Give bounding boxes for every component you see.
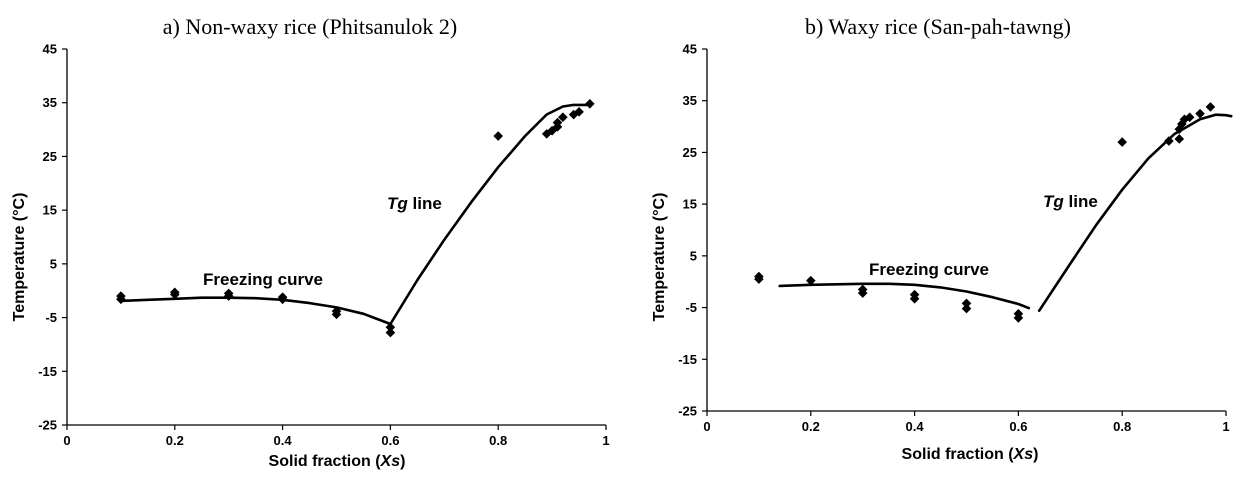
y-tick-label: 15 xyxy=(683,197,697,212)
chart-panel-b: b) Waxy rice (San-pah-tawng) 45 35 25 15 5 -5… xyxy=(651,14,1233,463)
y-tick-label: 5 xyxy=(690,248,697,263)
x-axis-label-close-b: ) xyxy=(1033,446,1038,463)
y-tick-labels-a: 45 35 25 15 5 -5 -15 -25 xyxy=(38,42,57,433)
tg-var-b: Tg xyxy=(1043,192,1064,211)
chart-title-b: b) Waxy rice (San-pah-tawng) xyxy=(805,14,1071,39)
x-axis-label-var-a: Xs xyxy=(380,453,401,470)
x-tick-label: 0.8 xyxy=(489,433,507,448)
x-axis-label-var-b: Xs xyxy=(1013,446,1034,463)
x-axis-label-main-b: Solid fraction ( xyxy=(902,446,1015,463)
x-axis-label-close-a: ) xyxy=(400,453,405,470)
x-tick-labels-a: 0 0.2 0.4 0.6 0.8 1 xyxy=(63,433,609,448)
x-tick-label: 0.8 xyxy=(1113,419,1131,434)
data-point xyxy=(1195,108,1205,119)
y-tick-label: 25 xyxy=(683,145,697,160)
y-axis-label-b: Temperature (°C) xyxy=(651,193,668,322)
data-point xyxy=(961,303,972,314)
data-point xyxy=(585,98,595,109)
x-tick-label: 0.2 xyxy=(802,419,820,434)
data-point xyxy=(558,112,568,123)
data-points-b xyxy=(754,102,1216,323)
data-point xyxy=(547,125,557,136)
data-point xyxy=(385,322,396,333)
x-tick-label: 0.6 xyxy=(1009,419,1027,434)
data-point xyxy=(1013,313,1024,323)
tg-line-label-b: Tg line xyxy=(1043,192,1098,211)
x-tick-labels-b: 0 0.2 0.4 0.6 0.8 1 xyxy=(703,419,1229,434)
data-point xyxy=(170,289,180,300)
data-point xyxy=(1205,102,1216,112)
y-tick-label: -25 xyxy=(678,404,697,419)
y-tick-label: 45 xyxy=(683,42,697,57)
y-tick-label: -5 xyxy=(45,310,57,325)
freezing-curve-label-a: Freezing curve xyxy=(203,270,323,289)
data-point xyxy=(493,131,503,141)
fit-curves-b xyxy=(778,113,1233,313)
y-tick-label: -5 xyxy=(685,300,697,315)
data-point xyxy=(857,288,868,298)
data-point xyxy=(574,107,584,117)
x-tick-label: 0 xyxy=(63,433,70,448)
y-tick-label: 15 xyxy=(43,203,57,218)
y-tick-label: 45 xyxy=(43,42,57,57)
axes-a xyxy=(62,48,607,430)
x-tick-label: 0.4 xyxy=(274,433,293,448)
x-axis-label-a: Solid fraction (Xs) xyxy=(269,453,406,470)
data-point xyxy=(331,309,342,320)
data-point xyxy=(909,293,920,304)
chart-title-a: a) Non-waxy rice (Phitsanulok 2) xyxy=(163,14,457,39)
y-tick-label: -25 xyxy=(38,418,57,433)
x-tick-label: 0.6 xyxy=(381,433,399,448)
data-point xyxy=(1184,112,1195,123)
tg-rest-b: line xyxy=(1064,192,1098,211)
data-point xyxy=(754,274,764,284)
freezing-curve-line-b xyxy=(778,282,1031,310)
data-point xyxy=(1174,134,1185,144)
x-tick-label: 0 xyxy=(703,419,710,434)
tg-line-curve-b xyxy=(1037,113,1233,313)
x-tick-label: 1 xyxy=(1222,419,1229,434)
tg-rest-a: line xyxy=(408,194,442,213)
freezing-curve-label-b: Freezing curve xyxy=(869,260,989,279)
data-point xyxy=(385,327,396,338)
y-tick-label: 35 xyxy=(43,95,57,110)
data-point xyxy=(116,294,126,305)
y-tick-labels-b: 45 35 25 15 5 -5 -15 -25 xyxy=(678,42,697,419)
x-axis-label-b: Solid fraction (Xs) xyxy=(902,446,1039,463)
data-point xyxy=(1164,136,1174,146)
data-point xyxy=(1117,137,1127,147)
y-tick-label: 35 xyxy=(683,93,697,108)
x-tick-label: 0.2 xyxy=(166,433,184,448)
y-axis-label-a: Temperature (°C) xyxy=(11,193,28,322)
tg-var-a: Tg xyxy=(387,194,408,213)
fit-curves-a xyxy=(119,103,592,326)
x-axis-label-main-a: Solid fraction ( xyxy=(269,453,382,470)
freezing-curve-line-a xyxy=(119,296,392,326)
y-tick-label: -15 xyxy=(678,352,697,367)
data-points-a xyxy=(116,98,595,338)
data-point xyxy=(277,294,288,305)
data-point xyxy=(806,275,816,286)
y-tick-label: 25 xyxy=(43,149,57,164)
tg-line-label-a: Tg line xyxy=(387,194,442,213)
tg-line-curve-a xyxy=(389,103,592,326)
data-point xyxy=(552,117,563,128)
y-tick-label: 5 xyxy=(50,256,57,271)
chart-panel-a: a) Non-waxy rice (Phitsanulok 2) 45 35 25 1… xyxy=(11,14,610,470)
data-point xyxy=(223,291,234,301)
axes-b xyxy=(702,48,1227,416)
x-tick-label: 1 xyxy=(602,433,609,448)
y-tick-label: -15 xyxy=(38,364,57,379)
x-tick-label: 0.4 xyxy=(906,419,925,434)
data-point xyxy=(961,298,972,309)
